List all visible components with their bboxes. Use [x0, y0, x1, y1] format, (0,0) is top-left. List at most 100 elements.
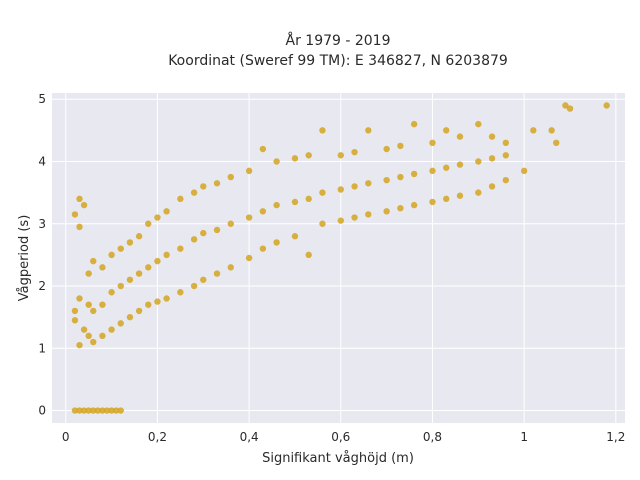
chart-subtitle: Koordinat (Sweref 99 TM): E 346827, N 62…	[168, 53, 508, 69]
data-point	[103, 407, 111, 414]
data-point	[85, 270, 92, 277]
data-point	[305, 251, 312, 259]
x-tick-label: 1,2	[606, 430, 625, 444]
data-point	[200, 229, 207, 237]
data-point	[145, 301, 152, 308]
data-point	[76, 341, 83, 349]
data-point	[94, 407, 102, 414]
data-point	[163, 208, 170, 215]
chart-title: År 1979 - 2019	[286, 32, 391, 49]
y-tick-label: 4	[38, 154, 46, 168]
data-point	[245, 167, 253, 175]
data-point	[90, 407, 97, 414]
data-point	[397, 204, 404, 212]
data-point	[443, 195, 450, 203]
data-point	[488, 183, 496, 190]
data-point	[365, 211, 372, 218]
data-point	[135, 233, 143, 240]
data-point	[273, 239, 280, 246]
data-point	[259, 145, 267, 153]
x-tick-label: 0,4	[240, 430, 259, 444]
data-point	[488, 155, 496, 162]
data-point	[99, 332, 106, 340]
data-point	[126, 313, 134, 321]
data-point	[90, 307, 97, 315]
x-tick-label: 1	[520, 430, 528, 444]
data-point	[429, 198, 436, 206]
data-point	[177, 195, 184, 203]
data-point	[273, 158, 280, 165]
data-point	[190, 189, 198, 196]
data-point	[566, 105, 574, 112]
data-point	[80, 201, 88, 209]
data-point	[319, 189, 326, 196]
data-point	[99, 407, 106, 414]
data-point	[475, 158, 482, 165]
data-point	[71, 211, 79, 218]
data-point	[397, 142, 404, 150]
data-point	[291, 155, 299, 162]
data-point	[80, 407, 88, 414]
data-point	[190, 236, 198, 243]
plot-area	[52, 93, 625, 423]
data-point	[90, 338, 97, 346]
y-tick-label: 5	[38, 92, 46, 106]
data-point	[145, 220, 152, 227]
data-point	[76, 295, 83, 302]
data-point	[365, 127, 372, 134]
data-point	[475, 120, 482, 128]
data-point	[245, 254, 253, 262]
data-points	[71, 102, 610, 414]
data-point	[429, 167, 436, 175]
data-point	[305, 152, 312, 159]
data-point	[397, 173, 404, 181]
data-point	[227, 264, 234, 271]
data-point	[603, 102, 610, 109]
y-tick-label: 1	[38, 341, 46, 355]
data-point	[76, 407, 83, 414]
data-point	[530, 127, 537, 134]
data-point	[108, 407, 115, 414]
x-tick-label: 0,6	[331, 430, 350, 444]
data-point	[177, 289, 184, 296]
data-point	[291, 198, 299, 206]
data-point	[259, 245, 267, 252]
data-point	[80, 326, 88, 333]
data-point	[305, 195, 312, 203]
data-point	[383, 145, 390, 153]
data-point	[227, 173, 234, 181]
data-point	[76, 195, 83, 203]
data-point	[154, 298, 161, 305]
data-point	[351, 214, 358, 221]
data-point	[410, 201, 418, 209]
data-point	[213, 180, 221, 187]
x-tick-label: 0,8	[423, 430, 442, 444]
data-point	[76, 223, 83, 231]
data-point	[145, 264, 152, 271]
data-point	[190, 282, 198, 290]
data-point	[227, 220, 234, 227]
data-point	[410, 170, 418, 178]
data-point	[135, 307, 143, 315]
data-point	[71, 317, 79, 324]
data-point	[443, 127, 450, 134]
data-point	[154, 257, 161, 265]
data-point	[117, 282, 124, 290]
data-point	[351, 183, 358, 190]
data-point	[126, 239, 134, 246]
data-point	[456, 192, 464, 199]
data-point	[410, 120, 418, 128]
data-point	[548, 127, 555, 134]
data-point	[337, 217, 344, 224]
data-point	[108, 289, 115, 296]
data-point	[383, 208, 390, 215]
data-point	[475, 189, 482, 196]
data-point	[108, 251, 115, 259]
y-tick-label: 3	[38, 217, 46, 231]
data-point	[259, 208, 267, 215]
data-point	[71, 407, 79, 414]
data-point	[502, 139, 510, 147]
data-point	[200, 276, 207, 283]
data-point	[337, 186, 344, 193]
